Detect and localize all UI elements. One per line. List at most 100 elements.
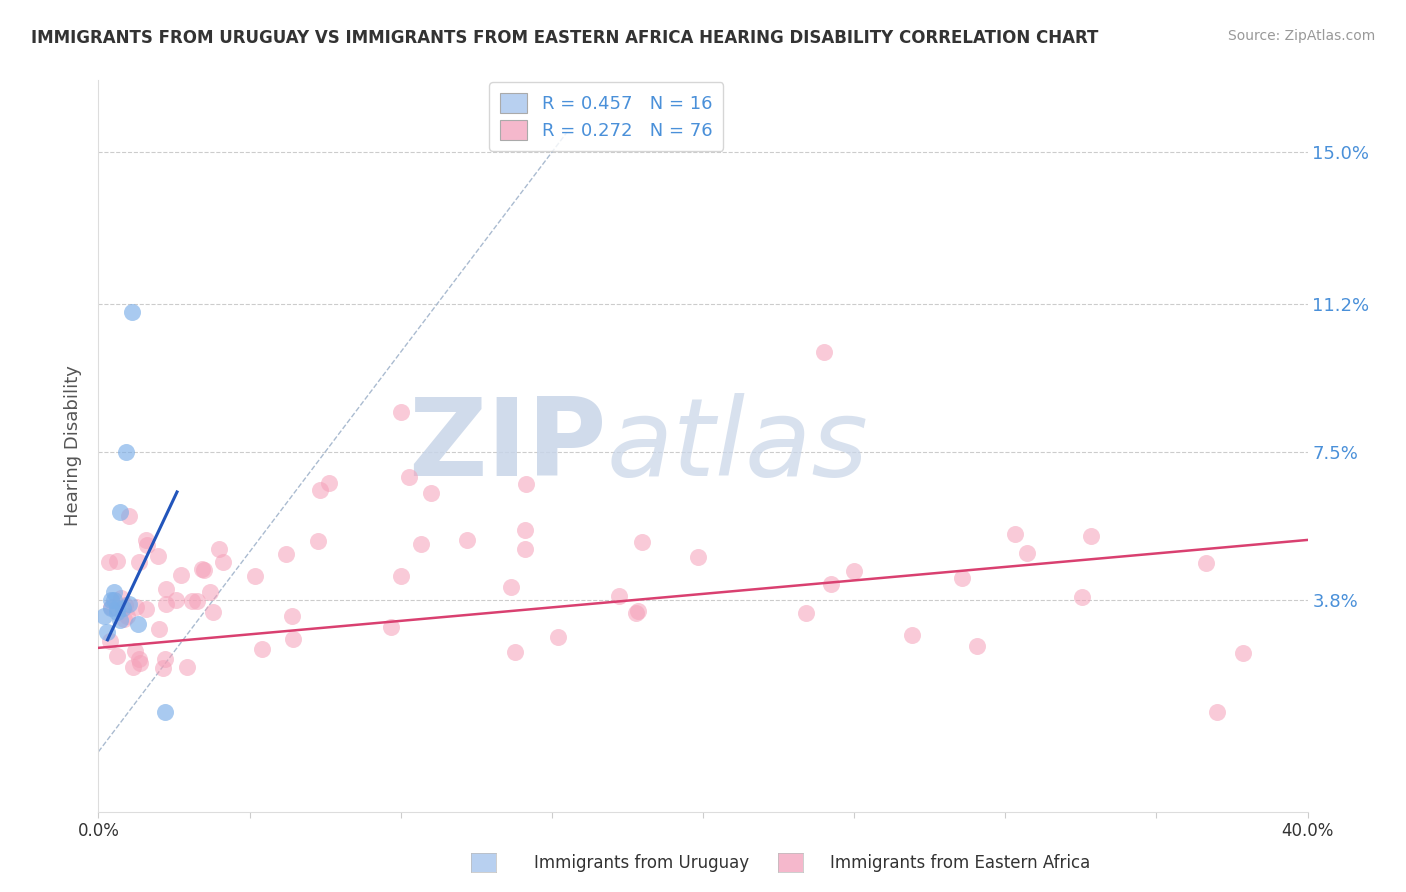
Point (1232, 646, 1254, 660)
Point (1195, 557, 1218, 571)
Point (1015, 546, 1038, 560)
Point (411, 537, 433, 551)
Point (630, 535, 652, 549)
Point (193, 563, 215, 577)
Point (398, 470, 420, 484)
Point (108, 505, 131, 519)
Point (111, 600, 134, 615)
Point (153, 705, 176, 719)
Text: Immigrants from Eastern Africa: Immigrants from Eastern Africa (830, 855, 1090, 872)
Point (307, 534, 329, 549)
Point (135, 533, 157, 548)
Point (155, 582, 177, 596)
Point (420, 486, 443, 500)
Point (128, 652, 150, 666)
Point (607, 590, 630, 604)
Point (515, 477, 537, 491)
Point (515, 523, 537, 537)
Point (176, 660, 198, 674)
Text: ZIP: ZIP (408, 393, 606, 499)
Point (93, 608, 115, 623)
Point (513, 541, 536, 556)
Point (456, 533, 478, 547)
Point (170, 568, 193, 582)
Point (191, 562, 214, 576)
Point (950, 571, 973, 585)
Point (100, 600, 122, 615)
Point (318, 476, 340, 491)
Point (627, 604, 650, 618)
Point (794, 607, 817, 621)
Text: IMMIGRANTS FROM URUGUAY VS IMMIGRANTS FROM EASTERN AFRICA HEARING DISABILITY COR: IMMIGRANTS FROM URUGUAY VS IMMIGRANTS FR… (31, 29, 1098, 46)
Point (103, 593, 125, 607)
Point (389, 569, 412, 583)
Point (389, 405, 412, 419)
Point (118, 508, 141, 523)
Point (155, 652, 177, 666)
Point (186, 593, 208, 607)
Point (105, 649, 128, 664)
Point (152, 661, 174, 675)
Point (1080, 529, 1102, 543)
Point (121, 305, 143, 319)
Point (128, 555, 150, 569)
Legend: R = 0.457   N = 16, R = 0.272   N = 76: R = 0.457 N = 16, R = 0.272 N = 76 (489, 82, 723, 151)
Point (208, 541, 231, 556)
Point (114, 598, 136, 612)
Point (243, 569, 266, 583)
Text: Immigrants from Uruguay: Immigrants from Uruguay (534, 855, 749, 872)
Point (180, 594, 202, 608)
Text: atlas: atlas (606, 393, 868, 499)
Point (1071, 591, 1094, 605)
Point (146, 549, 169, 563)
Point (155, 597, 177, 611)
Point (108, 613, 131, 627)
Point (103, 585, 125, 599)
Point (100, 593, 122, 607)
Point (281, 608, 304, 623)
Point (842, 564, 865, 578)
Point (136, 538, 159, 552)
Point (250, 642, 273, 657)
Point (276, 547, 298, 561)
Point (125, 599, 148, 614)
Point (503, 644, 526, 658)
Point (127, 616, 149, 631)
Point (135, 602, 157, 616)
Point (309, 483, 332, 497)
Point (820, 576, 842, 591)
Point (281, 632, 304, 646)
Point (100, 600, 122, 615)
Point (122, 660, 145, 674)
Point (202, 606, 225, 620)
Point (547, 631, 569, 645)
Point (98, 556, 121, 570)
Point (900, 628, 922, 642)
Point (105, 605, 128, 619)
Point (813, 345, 835, 359)
Point (165, 592, 187, 607)
Point (96, 624, 118, 639)
Point (198, 585, 221, 599)
Point (114, 445, 136, 459)
Point (105, 600, 128, 615)
Point (110, 591, 132, 606)
Point (105, 553, 128, 567)
Point (1206, 705, 1229, 719)
Point (212, 555, 235, 569)
Point (148, 622, 170, 636)
Point (380, 620, 402, 634)
Point (98, 633, 121, 648)
Point (966, 640, 988, 654)
Text: Source: ZipAtlas.com: Source: ZipAtlas.com (1227, 29, 1375, 43)
Y-axis label: Hearing Disability: Hearing Disability (65, 366, 83, 526)
Point (686, 550, 709, 565)
Point (118, 597, 141, 611)
Point (112, 612, 135, 626)
Point (499, 580, 522, 594)
Point (1004, 527, 1026, 541)
Point (128, 656, 150, 670)
Point (124, 643, 146, 657)
Point (117, 608, 139, 623)
Point (626, 606, 648, 620)
